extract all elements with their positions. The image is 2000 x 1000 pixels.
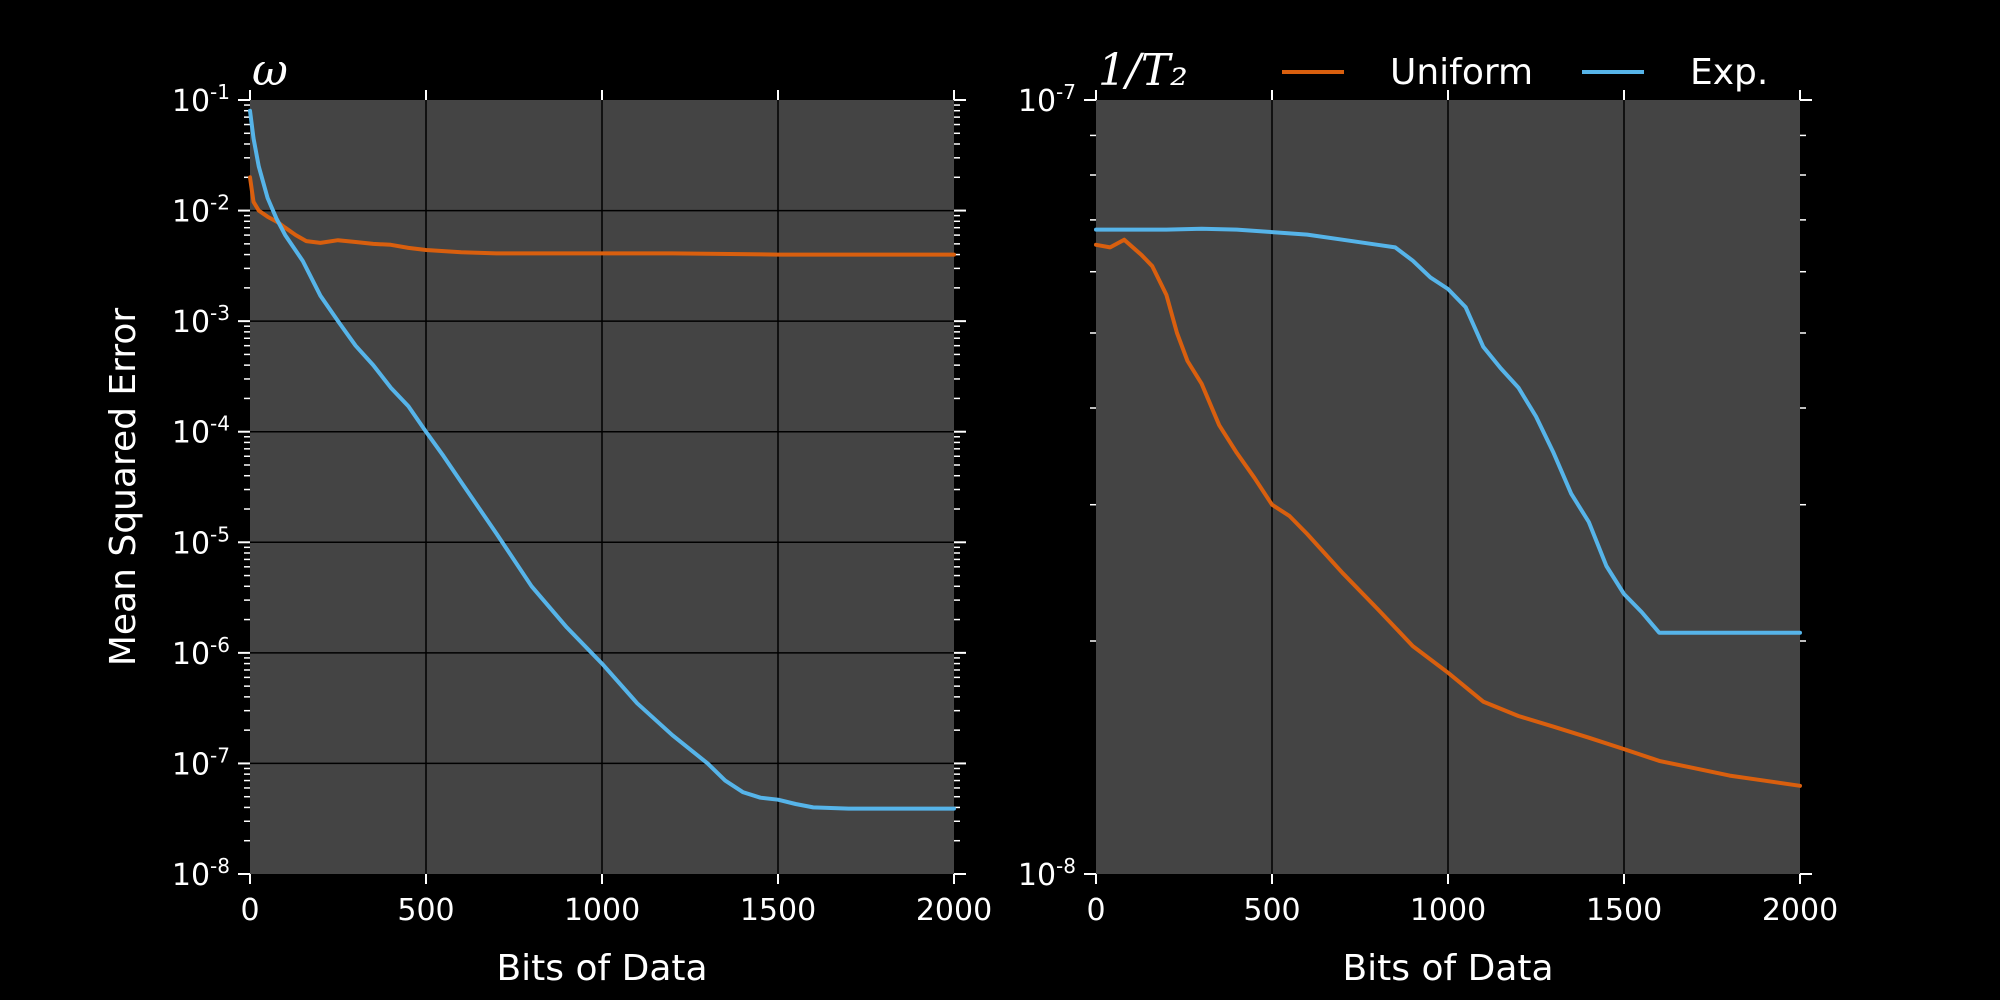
y-tick-label: 10-1 [172,80,230,119]
panel-omega: 0 500 1000 1500 200010-810-710-610-510-410-3… [103,45,992,989]
y-tick-label: 10-3 [172,301,230,340]
x-axis-label: Bits of Data [1342,948,1553,989]
x-tick-label: 500 [1243,893,1300,928]
x-tick-label: 1000 [1410,893,1486,928]
y-tick-base: 10 [172,747,210,782]
y-tick-base: 10 [172,416,210,451]
x-tick-label: 1500 [740,893,816,928]
y-tick-label: 10-5 [172,522,230,561]
legend-label-uniform: Uniform [1390,52,1533,93]
y-tick-base: 10 [172,858,210,893]
y-tick-exponent: -7 [210,743,230,767]
x-tick-label: 1000 [564,893,640,928]
x-tick-label: 2000 [916,893,992,928]
y-tick-base: 10 [172,637,210,672]
y-tick-base: 10 [172,195,210,230]
y-tick-label: 10-6 [172,633,230,672]
y-tick-label: 10-2 [172,191,230,230]
y-axis-label: Mean Squared Error [103,308,144,667]
x-tick-label: 1500 [1586,893,1662,928]
y-tick-label: 10-7 [1018,80,1076,119]
y-tick-base: 10 [1018,84,1056,119]
x-tick-label: 500 [397,893,454,928]
y-tick-base: 10 [172,84,210,119]
y-tick-exponent: -2 [210,191,230,215]
x-tick-label: 0 [1086,893,1105,928]
legend: Uniform Exp. [1282,52,1768,93]
panel-title: ω [252,45,288,96]
y-tick-base: 10 [172,526,210,561]
y-tick-base: 10 [172,305,210,340]
y-tick-label: 10-4 [172,412,230,451]
y-tick-label: 10-8 [172,854,230,893]
y-tick-label: 10-7 [172,743,230,782]
x-tick-label: 2000 [1762,893,1838,928]
y-tick-exponent: -6 [210,633,230,657]
y-tick-exponent: -8 [1056,854,1076,878]
legend-label-exp: Exp. [1690,52,1768,93]
y-tick-base: 10 [1018,858,1056,893]
y-tick-exponent: -4 [210,412,230,436]
y-tick-exponent: -3 [210,301,230,325]
y-tick-exponent: -7 [1056,80,1076,104]
x-tick-label: 0 [240,893,259,928]
y-tick-label: 10-8 [1018,854,1076,893]
panel-title: 1/T₂ [1098,45,1188,96]
x-axis-label: Bits of Data [496,948,707,989]
y-tick-exponent: -1 [210,80,230,104]
series-line-exp [1094,226,1802,635]
y-tick-exponent: -8 [210,854,230,878]
series-line-exp [248,108,956,811]
y-tick-exponent: -5 [210,522,230,546]
series-line-uniform [1094,237,1802,788]
